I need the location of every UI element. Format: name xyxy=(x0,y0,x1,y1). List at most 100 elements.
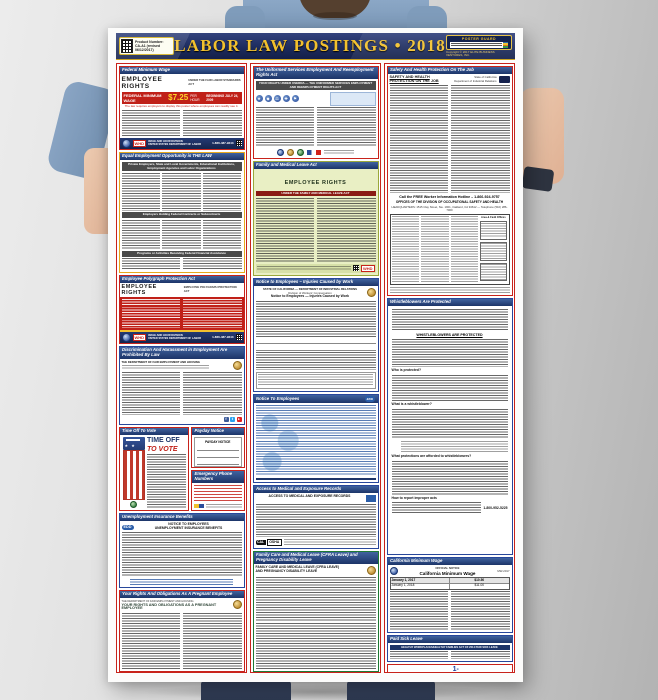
wage-table-row: January 1, 2017 $10.50 xyxy=(390,577,509,583)
section-federal-minimum-wage: Federal Minimum Wage EMPLOYEE RIGHTS UND… xyxy=(118,65,245,150)
section-title: Payday Notice xyxy=(192,427,244,436)
text-lines xyxy=(391,460,508,495)
text-lines xyxy=(255,197,315,262)
section-eeo-law: Equal Employment Opportunity is THE LAW … xyxy=(118,151,245,273)
person-torso xyxy=(225,0,447,32)
userra-medical-icon: ✚ xyxy=(282,95,290,103)
poly-agency2: UNITED STATES DEPARTMENT OF LABOR xyxy=(148,337,202,340)
whd-logo: WHD xyxy=(360,264,375,272)
text-lines xyxy=(121,371,181,415)
fmla-headline: EMPLOYEE RIGHTS xyxy=(284,180,347,187)
text-lines xyxy=(450,651,510,659)
section-safety-health: Safety And Health Protection On The Job … xyxy=(386,65,513,296)
section-title: California Minimum Wage xyxy=(387,557,512,566)
emergency-number-lines xyxy=(194,485,242,502)
text-lines xyxy=(255,576,376,622)
injury-agency3: Notice to Employees — Injuries Caused by… xyxy=(270,294,350,299)
section-injuries-caused-by-work: Notice to Employees – Injuries Caused by… xyxy=(252,277,379,392)
section-payday-notice: Payday Notice PAYDAY NOTICE xyxy=(191,426,245,468)
userra-scale-icon: ⚖ xyxy=(273,95,281,103)
text-lines xyxy=(255,300,376,338)
wb-h3: What is a whistleblower? xyxy=(391,402,432,407)
whd-logo: WHD xyxy=(132,333,147,341)
wage-table-row: January 1, 2018 $11.00 xyxy=(390,582,509,589)
office-box xyxy=(479,262,507,282)
section-title: Paid Sick Leave xyxy=(387,635,512,644)
fmw-unit: PER HOUR xyxy=(190,93,200,102)
poly-headline: EMPLOYEE RIGHTS xyxy=(121,284,157,297)
text-lines xyxy=(121,364,209,369)
agency-seal-icon xyxy=(297,148,304,156)
safety-headline: SAFETY AND HEALTH PROTECTION ON THE JOB xyxy=(389,75,439,84)
offices-table: Area & Field Offices xyxy=(389,213,510,285)
fmw-banner-label: FEDERAL MINIMUM WAGE xyxy=(123,92,162,103)
fmw-subheadline: UNDER THE FAIR LABOR STANDARDS ACT xyxy=(188,78,241,86)
wage-rate: $10.50 xyxy=(449,578,509,583)
neck-shadow xyxy=(313,12,357,20)
text-lines xyxy=(162,219,201,250)
injury-agency2: Division of Workers' Compensation xyxy=(288,291,332,296)
wage-date: January 1, 2017 xyxy=(391,577,416,582)
fmw-dol-footer: WHD WAGE AND HOUR DIVISION UNITED STATES… xyxy=(119,137,244,149)
youtube-icon: ▸ xyxy=(236,416,242,422)
dfeh-seal-icon xyxy=(232,361,242,371)
section-title: Notice To Employees xyxy=(256,395,300,401)
section-title: Discrimination And Harassment in Employm… xyxy=(119,346,244,360)
vote-big1: TIME OFF xyxy=(147,437,180,445)
section-whistleblowers: Whistleblowers Are Protected WHISTLEBLOW… xyxy=(386,297,513,555)
agency-seal-icon xyxy=(287,148,294,156)
office-box xyxy=(479,241,507,261)
cmw-code: MW-2017 xyxy=(497,568,510,573)
section-paid-sick-leave: Paid Sick Leave HEALTHY WORKPLACES/HEALT… xyxy=(386,634,513,662)
psl-band: HEALTHY WORKPLACES/HEALTHY FAMILIES ACT … xyxy=(389,645,510,651)
twitter-icon: t xyxy=(230,416,235,422)
section-title: Emergency Phone Numbers xyxy=(192,470,244,484)
section-edd-notice: Notice To Employees EDD xyxy=(252,393,379,483)
mini-logo xyxy=(194,503,205,508)
section-fmla: Family and Medical Leave Act EMPLOYEE RI… xyxy=(252,160,379,276)
eeo-subsection-3: Programs or Activities Receiving Federal… xyxy=(121,251,242,257)
safety-state1: State of California xyxy=(474,75,497,80)
office-box xyxy=(479,221,507,240)
text-lines xyxy=(283,539,376,545)
text-lines xyxy=(324,149,354,155)
dfeh-seal-icon xyxy=(232,600,242,610)
text-lines xyxy=(182,299,242,328)
ui-line2: UNEMPLOYMENT INSURANCE BENEFITS xyxy=(154,526,223,531)
section-userra: The Uniformed Services Employment And Re… xyxy=(252,65,379,159)
section-cfra-leave: Family Care and Medical Leave (CFRA Leav… xyxy=(252,550,379,672)
text-lines xyxy=(258,374,373,386)
userra-shield-icon: ◆ xyxy=(264,95,272,103)
vote-big2: TO VOTE xyxy=(147,445,178,453)
text-lines xyxy=(316,107,376,147)
product-value: CA-A1 (revised 06/12/2017) xyxy=(134,44,161,52)
state-seal-icon xyxy=(130,500,137,508)
form-blank-line xyxy=(255,339,376,344)
fmla-subheadline: UNDER THE FAMILY AND MEDICAL LEAVE ACT xyxy=(255,190,376,197)
office-list-lines xyxy=(450,216,478,283)
osha4less-logo: OSHA4LESS.com xyxy=(467,670,509,673)
office-list-lines xyxy=(421,216,449,283)
agency-logo xyxy=(365,495,376,503)
column-right: Safety And Health Protection On The Job … xyxy=(384,63,515,673)
wage-rate: $11.00 xyxy=(449,584,509,589)
right-cuff xyxy=(521,166,555,192)
text-lines xyxy=(391,408,508,439)
column-middle: The Uniformed Services Employment And Re… xyxy=(250,63,381,673)
injury-agency1: STATE OF CALIFORNIA — DEPARTMENT OF INDU… xyxy=(263,287,357,292)
section-california-minimum-wage: California Minimum Wage OFFICIAL NOTICE … xyxy=(386,556,513,633)
userra-star-icon: ★ xyxy=(255,95,263,103)
text-lines xyxy=(450,85,510,194)
text-lines xyxy=(162,172,201,211)
userra-subheadline: YOUR RIGHTS UNDER USERRA — THE UNIFORMED… xyxy=(255,81,376,91)
fmw-effective: BEGINNING JULY 24, 2009 xyxy=(206,93,239,102)
ballot-box-graphic: ★ ★ xyxy=(122,437,145,451)
wb-phone: 1-800-952-5225 xyxy=(483,505,508,510)
edd-logo: EDD xyxy=(121,524,134,530)
product-label: Product Number: xyxy=(134,40,164,44)
poly-subheadline: EMPLOYEE POLYGRAPH PROTECTION ACT xyxy=(183,285,237,293)
eeo-subsection-2: Employers Holding Federal Contracts or S… xyxy=(121,212,242,219)
text-lines xyxy=(389,651,449,659)
text-lines xyxy=(255,503,376,537)
person-shoulder-left xyxy=(225,6,265,32)
